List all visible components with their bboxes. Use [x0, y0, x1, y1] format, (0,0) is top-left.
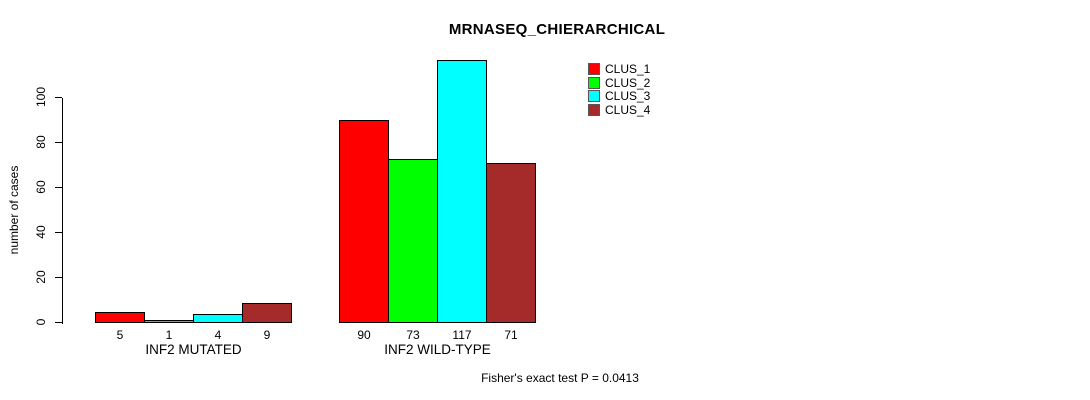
legend-label: CLUS_4 [605, 102, 651, 117]
y-axis-tick [55, 232, 62, 234]
y-axis-line [62, 98, 64, 324]
legend-label: CLUS_1 [605, 62, 651, 76]
legend-item-clus_1: CLUS_1 [588, 62, 651, 76]
y-axis-label: number of cases [7, 165, 21, 255]
bar-value-label: 71 [504, 328, 518, 342]
bar-value-label: 73 [406, 328, 420, 342]
bar-value-label: 1 [165, 328, 173, 342]
legend-swatch-icon [588, 63, 600, 75]
legend-label: CLUS_3 [605, 89, 651, 104]
legend-swatch-icon [588, 76, 600, 89]
y-axis-tick [55, 322, 62, 324]
bar-value-label: 90 [357, 328, 371, 342]
bar-value-label: 117 [452, 328, 472, 342]
bar-clus_1-mutated [95, 312, 145, 323]
bar-value-label: 9 [263, 328, 271, 342]
legend: CLUS_1 CLUS_2 CLUS_3 CLUS_4 [588, 62, 651, 117]
y-tick-label: 80 [34, 135, 48, 149]
bar-value-label: 4 [214, 328, 222, 342]
legend-swatch-icon [588, 90, 600, 103]
bar-clus_2-mutated [144, 320, 194, 323]
y-tick-label: 100 [34, 86, 48, 108]
y-tick-label: 40 [34, 225, 48, 239]
legend-swatch-icon [588, 103, 600, 116]
legend-item-clus_4: CLUS_4 [588, 102, 651, 117]
p-value-annotation: Fisher's exact test P = 0.0413 [481, 371, 639, 385]
chart-title: MRNASEQ_CHIERARCHICAL [448, 21, 666, 38]
bar-clus_3-wildtype [437, 60, 487, 323]
bar-clus_2-wildtype [388, 159, 438, 323]
bar-clus_3-mutated [193, 314, 243, 323]
bar-value-label: 5 [116, 328, 124, 342]
bar-clus_4-wildtype [486, 163, 536, 323]
y-tick-label: 0 [34, 318, 48, 326]
y-tick-label: 60 [34, 180, 48, 194]
y-axis-tick [55, 187, 62, 189]
group-label: INF2 MUTATED [145, 342, 242, 357]
legend-item-clus_3: CLUS_3 [588, 89, 651, 104]
y-axis-tick [55, 277, 62, 279]
legend-label: CLUS_2 [605, 75, 651, 90]
group-label: INF2 WILD-TYPE [384, 342, 491, 357]
y-axis-tick [55, 142, 62, 144]
y-axis-tick [55, 97, 62, 99]
legend-item-clus_2: CLUS_2 [588, 75, 651, 90]
bar-clus_1-wildtype [339, 120, 389, 323]
bar-clus_4-mutated [242, 303, 292, 323]
y-tick-label: 20 [34, 270, 48, 284]
